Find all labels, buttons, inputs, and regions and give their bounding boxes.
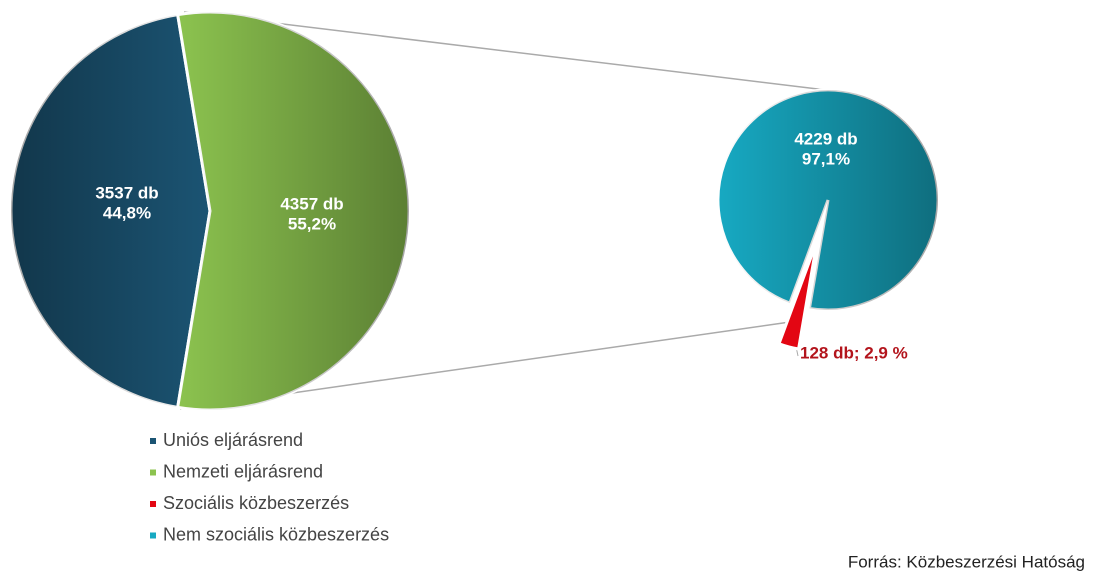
slice-shade (11, 14, 211, 408)
slice-shade (177, 12, 409, 410)
pie-slice (777, 240, 819, 351)
legend-swatch (150, 501, 156, 507)
slice-shade (718, 90, 939, 311)
data-label: 3537 db (95, 183, 158, 202)
legend-swatch (150, 469, 156, 476)
data-label: 97,1% (802, 149, 850, 168)
legend-label: Nem szociális közbeszerzés (163, 524, 389, 544)
legend-swatch (150, 438, 156, 444)
data-label: 4229 db (794, 129, 857, 148)
legend-swatch (150, 532, 156, 539)
data-label: 128 db; 2,9 % (800, 343, 908, 362)
legend-label: Szociális közbeszerzés (163, 493, 349, 513)
connector-line (183, 11, 827, 91)
source: Forrás: Közbeszerzési Hatóság (848, 552, 1085, 571)
data-label: 44,8% (103, 203, 151, 222)
legend-label: Nemzeti eljárásrend (163, 461, 323, 481)
data-label: 4357 db (280, 194, 343, 213)
data-label: 55,2% (288, 214, 336, 233)
legend-label: Uniós eljárásrend (163, 430, 303, 450)
